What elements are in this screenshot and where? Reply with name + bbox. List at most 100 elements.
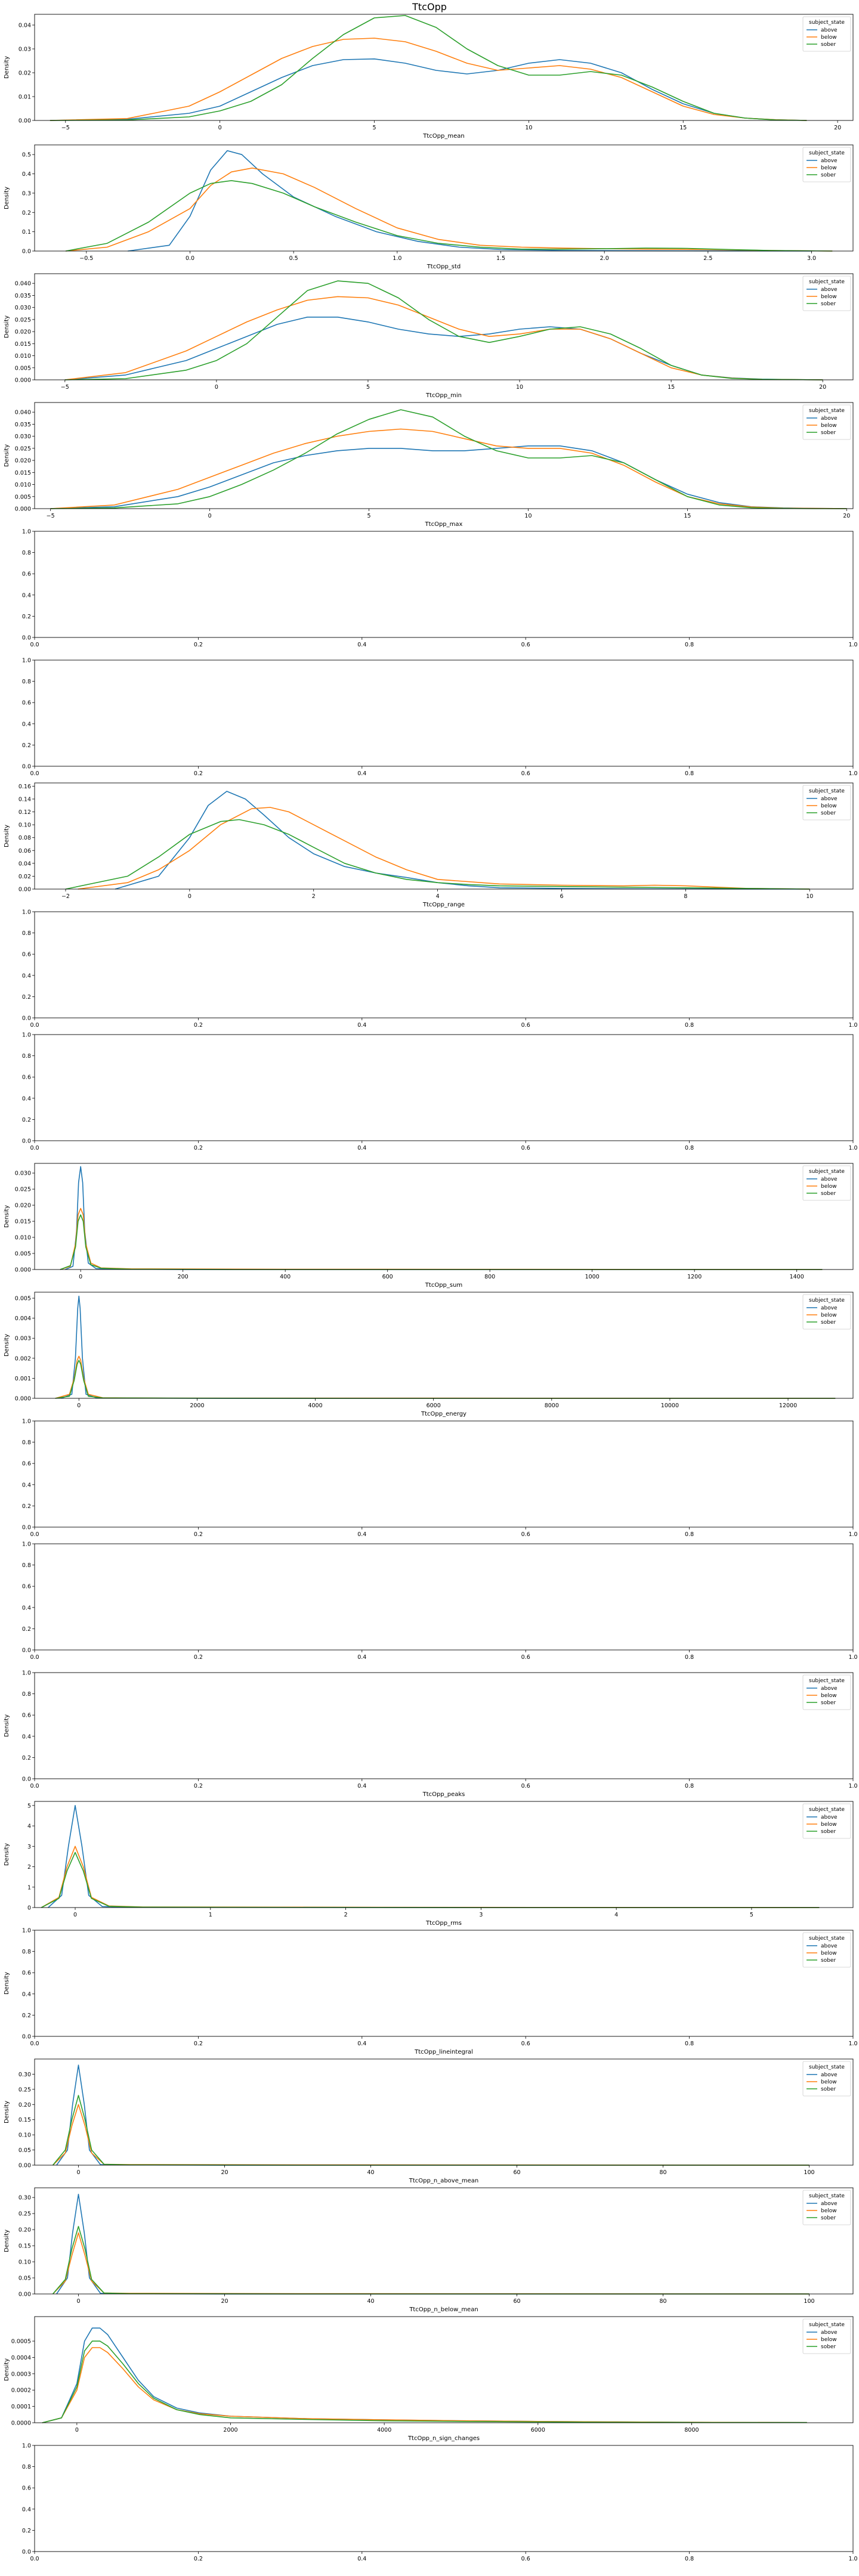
y-tick-label: 0.00 bbox=[18, 887, 31, 893]
x-tick-label: 0.6 bbox=[521, 1783, 530, 1789]
x-axis-label: TtcOpp_max bbox=[425, 521, 463, 528]
series-line-above bbox=[64, 316, 823, 380]
axes-frame bbox=[34, 2316, 854, 2423]
x-tick-label: 800 bbox=[484, 1274, 495, 1280]
y-tick-label: 0.040 bbox=[15, 281, 31, 287]
y-tick-label: 0.25 bbox=[18, 2086, 31, 2093]
y-tick-label: 0.02 bbox=[18, 70, 31, 77]
x-tick-label: 1.0 bbox=[848, 2556, 857, 2562]
x-tick-label: 1.0 bbox=[848, 770, 857, 777]
x-tick-label: 0.0 bbox=[30, 1783, 39, 1789]
subplot-19: 0 2000 4000 6000 8000 0.0000 0.0001 0.0002 0.000… bbox=[4, 2316, 854, 2442]
y-tick-label: 0.12 bbox=[18, 809, 31, 816]
x-tick-label: 1.0 bbox=[848, 1022, 857, 1029]
y-tick-label: 0.06 bbox=[18, 848, 31, 854]
y-axis-label: Density bbox=[4, 2101, 10, 2123]
x-tick-label: 8000 bbox=[545, 1402, 559, 1409]
axes-frame bbox=[34, 1672, 854, 1779]
y-tick-label: 0.010 bbox=[15, 353, 31, 360]
legend-title: subject_state bbox=[809, 2322, 845, 2328]
y-tick-label: 0.3 bbox=[22, 190, 31, 197]
legend-label-above: above bbox=[821, 1305, 838, 1311]
legend-label-sober: sober bbox=[821, 172, 836, 178]
x-tick-label: 0.6 bbox=[521, 770, 530, 777]
legend-label-above: above bbox=[821, 27, 838, 33]
y-tick-label: 0.05 bbox=[18, 2275, 31, 2282]
legend-label-below: below bbox=[821, 1312, 837, 1318]
x-tick-label: 20 bbox=[221, 2169, 228, 2176]
y-tick-label: 0.0 bbox=[22, 1776, 31, 1783]
subplot-14: 0.0 0.2 0.4 0.6 0.8 1.0 0.0 0.2 0.4 0.6 0.8 1.0 TtcO… bbox=[4, 1670, 858, 1798]
x-tick-label: 0 bbox=[76, 2298, 80, 2305]
x-tick-label: 10000 bbox=[661, 1402, 679, 1409]
y-tick-label: 0.10 bbox=[18, 2259, 31, 2266]
y-tick-label: 0.005 bbox=[15, 1251, 31, 1258]
y-tick-label: 0.2 bbox=[22, 1117, 31, 1123]
x-tick-label: 0.4 bbox=[357, 2041, 366, 2047]
y-tick-label: 0.0000 bbox=[11, 2420, 31, 2427]
y-axis-label: Density bbox=[4, 1714, 10, 1737]
y-tick-label: 0.8 bbox=[22, 1949, 31, 1955]
legend-label-sober: sober bbox=[821, 430, 836, 436]
series-line-below bbox=[60, 1208, 823, 1270]
y-tick-label: 0.00 bbox=[18, 118, 31, 125]
x-axis-label: TtcOpp_range bbox=[422, 902, 465, 908]
x-tick-label: 0.4 bbox=[357, 2556, 366, 2562]
x-tick-label: 5 bbox=[366, 384, 370, 391]
subplot-2: −0.5 0.0 0.5 1.0 1.5 2.0 2.5 3.0 0.0 0.1 0.2 0.3 0.4… bbox=[4, 144, 854, 270]
y-axis-label: Density bbox=[4, 444, 10, 467]
subplot-12: 0.0 0.2 0.4 0.6 0.8 1.0 0.0 0.2 0.4 0.6 0.8 1.0 bbox=[22, 1419, 858, 1538]
series-line-below bbox=[66, 167, 833, 252]
y-tick-label: 0.0 bbox=[22, 764, 31, 770]
x-tick-label: 0.4 bbox=[357, 642, 366, 648]
legend-title: subject_state bbox=[809, 279, 845, 285]
x-tick-label: 0.8 bbox=[685, 1145, 694, 1151]
x-tick-label: 0.4 bbox=[357, 1145, 366, 1151]
y-tick-label: 0.03 bbox=[18, 47, 31, 53]
subplot-1: −5 0 5 10 15 20 0.00 0.01 0.02 0.03 0.04 TtcOpp_mea… bbox=[4, 14, 854, 140]
axes-frame bbox=[34, 911, 854, 1018]
legend-label-sober: sober bbox=[821, 1191, 836, 1197]
y-tick-label: 0.8 bbox=[22, 1053, 31, 1060]
legend-title: subject_state bbox=[809, 408, 845, 414]
y-tick-label: 0.0 bbox=[22, 2549, 31, 2556]
x-axis-label: TtcOpp_lineintegral bbox=[414, 2049, 473, 2055]
x-tick-label: 0.6 bbox=[521, 1531, 530, 1538]
series-line-below bbox=[50, 428, 847, 509]
series-line-above bbox=[50, 445, 847, 509]
y-tick-label: 0.30 bbox=[18, 2072, 31, 2078]
axes-frame bbox=[34, 1930, 854, 2037]
series-line-sober bbox=[52, 2225, 809, 2295]
y-tick-label: 1.0 bbox=[22, 1541, 31, 1548]
x-tick-label: 1400 bbox=[790, 1274, 804, 1280]
y-tick-label: 0.035 bbox=[15, 422, 31, 428]
legend-title: subject_state bbox=[809, 1678, 845, 1684]
y-axis-label: Density bbox=[4, 1843, 10, 1866]
x-tick-label: 0.4 bbox=[357, 1654, 366, 1661]
y-tick-label: 0.000 bbox=[15, 1396, 31, 1402]
legend-title: subject_state bbox=[809, 2193, 845, 2199]
x-tick-label: 40 bbox=[367, 2298, 374, 2305]
series-line-sober bbox=[65, 180, 833, 252]
x-tick-label: 1 bbox=[209, 1912, 212, 1918]
x-tick-label: 20 bbox=[834, 125, 841, 131]
legend-label-below: below bbox=[821, 1693, 837, 1699]
y-tick-label: 0.6 bbox=[22, 700, 31, 707]
x-tick-label: 20 bbox=[819, 384, 826, 391]
y-tick-label: 2 bbox=[27, 1864, 31, 1871]
legend-label-below: below bbox=[821, 803, 837, 809]
y-tick-label: 1.0 bbox=[22, 529, 31, 535]
y-tick-label: 0.015 bbox=[15, 470, 31, 476]
x-tick-label: 80 bbox=[659, 2298, 666, 2305]
subplot-10: 0 200 400 600 800 1000 1200 1400 0.000 0.005 0.010… bbox=[4, 1163, 854, 1289]
axes-frame bbox=[34, 1801, 854, 1908]
y-tick-label: 0.2 bbox=[22, 2528, 31, 2534]
axes-frame bbox=[34, 531, 854, 638]
legend-label-below: below bbox=[821, 2208, 837, 2214]
y-tick-label: 0.4 bbox=[22, 1733, 31, 1740]
legend-label-below: below bbox=[821, 165, 837, 171]
